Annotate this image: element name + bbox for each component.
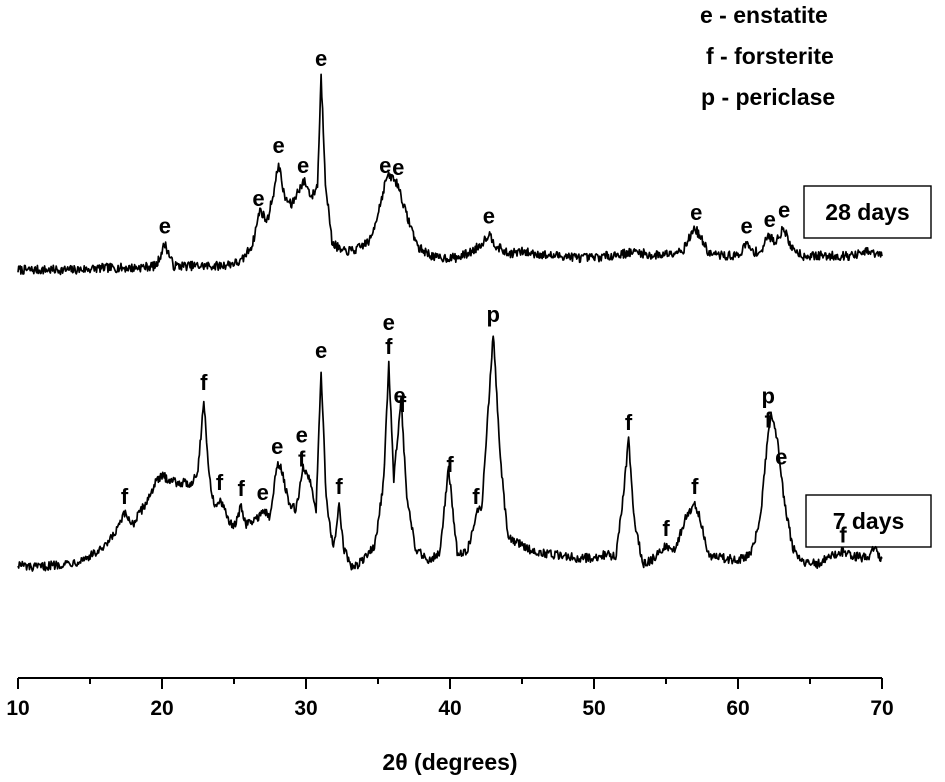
series-line-28-days [17,73,883,276]
peak-label-7-days-17-0: f [691,474,699,499]
peak-label-7-days-6-1: f [298,446,306,471]
peak-label-7-days-18-0: p [761,383,774,408]
peak-label-7-days-8-0: f [335,474,343,499]
x-tick-label-40: 40 [438,697,461,720]
peak-label-7-days-13-0: f [472,484,480,509]
x-tick-label-10: 10 [6,697,29,720]
peak-label-7-days-1-0: f [200,370,208,395]
peak-label-7-days-10-0: e [393,383,405,408]
x-ticks: 10 20 30 40 50 60 70 [6,678,894,720]
peak-label-7-days-4-0: e [257,480,269,505]
legend-entry-periclase: p - periclase [701,84,835,110]
legend-entry-forsterite: f - forsterite [706,43,834,69]
traces [17,73,883,572]
peak-label-7-days-15-0: f [625,410,633,435]
x-tick-label-70: 70 [870,697,893,720]
peak-label-7-days-20-0: f [839,523,847,548]
peak-label-28-days-8-0: e [690,200,702,225]
x-tick-label-30: 30 [294,697,317,720]
peak-label-7-days-18-1: f [765,407,773,432]
peak-label-7-days-9-0: e [383,310,395,335]
peak-label-28-days-6-0: e [392,155,404,180]
series-label-box-7-days: 7 days [805,494,932,548]
peak-label-28-days-3-0: e [297,153,309,178]
peak-label-7-days-16-0: f [662,516,670,541]
x-tick-label-60: 60 [726,697,749,720]
peak-label-7-days-14-0: p [486,302,499,327]
x-axis: 10 20 30 40 50 60 70 2θ (degrees) [6,677,894,775]
peak-label-7-days-6-0: e [296,422,308,447]
x-tick-label-50: 50 [582,697,605,720]
peak-label-7-days-19-0: e [775,444,787,469]
series-line-7-days [17,335,883,572]
peak-label-28-days-1-0: e [252,186,264,211]
series-label-box-28-days: 28 days [803,185,932,239]
peak-label-7-days-11-0: f [399,392,407,417]
peak-label-7-days-7-0: e [315,338,327,363]
peak-label-7-days-2-0: f [216,470,224,495]
peak-label-7-days-12-0: f [446,452,454,477]
peak-label-28-days-4-0: e [315,46,327,71]
peak-label-7-days-0-0: f [121,484,129,509]
peak-label-28-days-2-0: e [272,133,284,158]
series-label-28-days: 28 days [825,199,909,225]
peak-label-7-days-3-0: f [238,476,246,501]
peak-label-28-days-9-0: e [740,214,752,239]
legend: e - enstatite f - forsterite p - pericla… [700,2,835,110]
peak-label-7-days-5-0: e [271,434,283,459]
peak-label-7-days-9-1: f [385,334,393,359]
peak-label-28-days-11-0: e [778,198,790,223]
peak-label-28-days-0-0: e [159,214,171,239]
legend-entry-enstatite: e - enstatite [700,2,828,28]
x-axis-title: 2θ (degrees) [382,749,517,775]
x-tick-label-20: 20 [150,697,173,720]
peak-label-28-days-5-0: e [379,153,391,178]
peak-label-28-days-7-0: e [483,204,495,229]
peak-label-28-days-10-0: e [764,207,776,232]
series-label-7-days: 7 days [833,508,905,534]
